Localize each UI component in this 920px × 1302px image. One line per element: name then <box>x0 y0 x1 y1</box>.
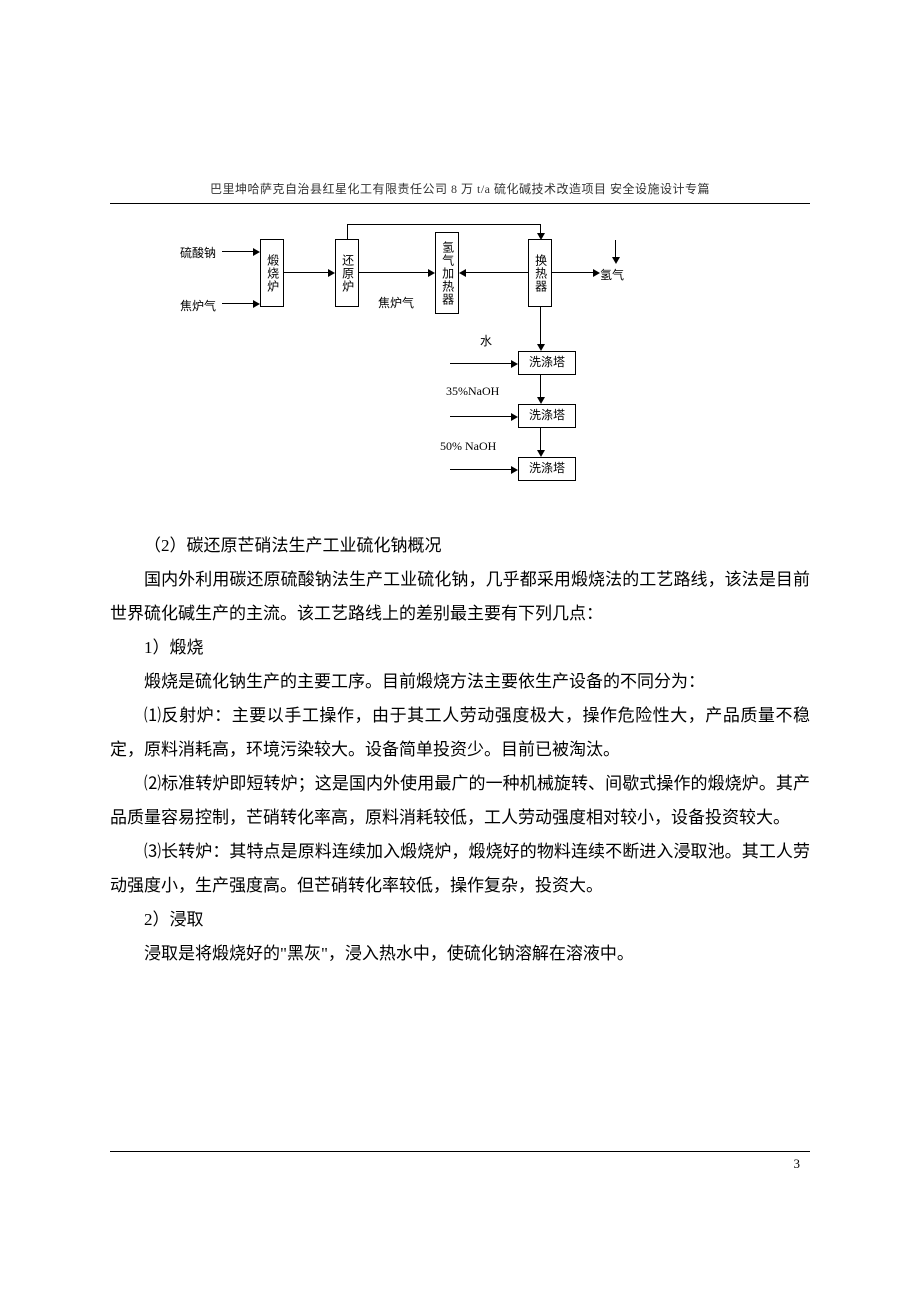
footer-rule <box>110 1151 810 1152</box>
box-wash3: 洗涤塔 <box>518 457 576 481</box>
page-header: 巴里坤哈萨克自治县红星化工有限责任公司 8 万 t/a 硫化碱技术改造项目 安全… <box>110 180 810 197</box>
header-rule <box>110 203 810 204</box>
label-cokegas1: 焦炉气 <box>180 297 216 314</box>
para-sec1: 1）煅烧 <box>110 631 810 665</box>
para-item1: ⑴反射炉：主要以手工操作，由于其工人劳动强度极大，操作危险性大，产品质量不稳定，… <box>110 699 810 767</box>
box-reducer: 还原炉 <box>335 239 359 307</box>
box-heater: 氢气加热器 <box>435 232 459 314</box>
box-exchanger: 换热器 <box>528 239 552 307</box>
label-na2so4: 硫酸钠 <box>180 244 216 261</box>
process-flowchart: 硫酸钠 焦炉气 煅烧炉 还原炉 焦炉气 氢气加热器 换热器 氢气 <box>200 224 720 504</box>
para-sec2: 2）浸取 <box>110 903 810 937</box>
para-item2: ⑵标准转炉即短转炉；这是国内外使用最广的一种机械旋转、间歇式操作的煅烧炉。其产品… <box>110 767 810 835</box>
label-water: 水 <box>480 332 492 349</box>
label-naoh50: 50% NaOH <box>440 439 496 454</box>
para-item3: ⑶长转炉：其特点是原料连续加入煅烧炉，煅烧好的物料连续不断进入浸取池。其工人劳动… <box>110 835 810 903</box>
label-cokegas2: 焦炉气 <box>378 294 414 311</box>
body-text: （2）碳还原芒硝法生产工业硫化钠概况 国内外利用碳还原硫酸钠法生产工业硫化钠，几… <box>110 529 810 971</box>
label-h2: 氢气 <box>600 266 624 283</box>
para-sec1-body: 煅烧是硫化钠生产的主要工序。目前煅烧方法主要依生产设备的不同分为： <box>110 665 810 699</box>
box-calciner: 煅烧炉 <box>260 239 284 307</box>
box-wash1: 洗涤塔 <box>518 351 576 375</box>
para-intro: 国内外利用碳还原硫酸钠法生产工业硫化钠，几乎都采用煅烧法的工艺路线，该法是目前世… <box>110 563 810 631</box>
para-sec2-body: 浸取是将煅烧好的"黑灰"，浸入热水中，使硫化钠溶解在溶液中。 <box>110 937 810 971</box>
box-wash2: 洗涤塔 <box>518 404 576 428</box>
para-2-title: （2）碳还原芒硝法生产工业硫化钠概况 <box>110 529 810 563</box>
page-number: 3 <box>794 1156 801 1172</box>
label-naoh35: 35%NaOH <box>446 384 499 399</box>
